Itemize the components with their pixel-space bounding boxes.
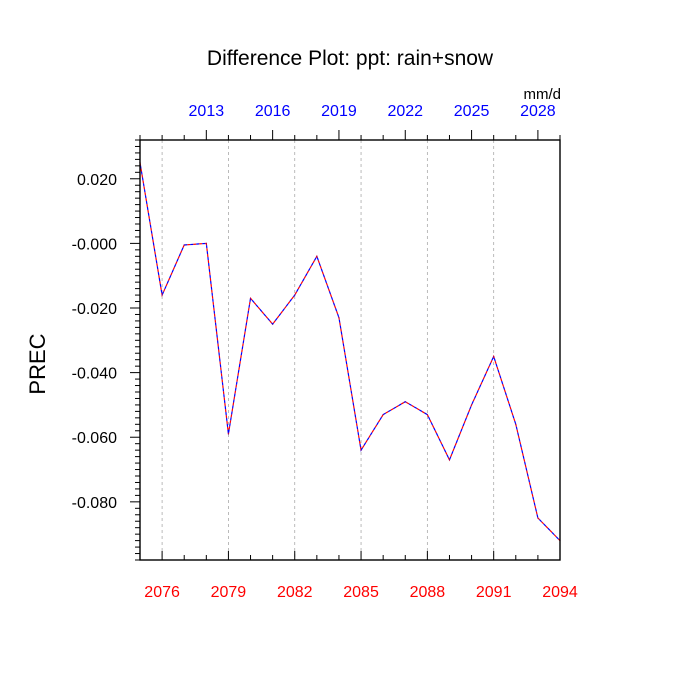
data-point: [205, 242, 207, 244]
data-point: [161, 294, 163, 296]
y-tick-label: -0.040: [72, 366, 117, 383]
units-label: mm/d: [524, 86, 562, 103]
y-tick-label: -0.000: [72, 236, 117, 253]
y-tick-label: -0.060: [72, 430, 117, 447]
data-point: [493, 355, 495, 358]
tick-labels: 2076 2079 2082 2085 2088 2091 2094 2013 2016 2019…: [72, 103, 578, 601]
data-point: [249, 297, 252, 299]
data-point: [382, 414, 384, 416]
data-point: [338, 317, 340, 319]
plot-frame: [139, 139, 561, 561]
x-bottom-tick-label: 2091: [476, 584, 512, 601]
grid-lines: [161, 140, 561, 560]
data-point: [426, 414, 428, 416]
x-top-tick-label: 2028: [520, 103, 556, 120]
x-bottom-tick-label: 2085: [343, 584, 379, 601]
x-bottom-tick-label: 2079: [211, 584, 247, 601]
x-top-tick-label: 2025: [454, 103, 490, 120]
data-point: [515, 423, 517, 425]
x-bottom-tick-label: 2076: [144, 584, 180, 601]
y-tick-label: -0.020: [72, 301, 117, 318]
data-point: [294, 294, 296, 296]
series-layer: [139, 162, 561, 542]
series-line-red: [139, 162, 561, 542]
y-axis-label: PREC: [25, 333, 50, 394]
series-line-blue: [139, 162, 561, 542]
y-tick-label: -0.080: [72, 495, 117, 512]
data-point: [537, 517, 539, 519]
x-bottom-tick-label: 2082: [277, 584, 313, 601]
chart-title: Difference Plot: ppt: rain+snow: [207, 47, 494, 70]
data-point: [272, 323, 274, 325]
x-top-tick-label: 2013: [189, 103, 225, 120]
data-point: [404, 401, 406, 403]
data-point: [183, 244, 185, 246]
x-top-tick-label: 2019: [321, 103, 357, 120]
x-top-tick-label: 2022: [387, 103, 423, 120]
data-point: [470, 404, 473, 406]
y-tick-label: 0.020: [77, 172, 117, 189]
x-bottom-tick-label: 2088: [410, 584, 446, 601]
data-point: [227, 433, 230, 435]
data-point: [360, 449, 362, 451]
data-point: [448, 459, 451, 461]
data-point: [316, 255, 318, 257]
axis-ticks: [130, 130, 561, 561]
x-top-tick-label: 2016: [255, 103, 291, 120]
x-bottom-tick-label: 2094: [542, 584, 578, 601]
